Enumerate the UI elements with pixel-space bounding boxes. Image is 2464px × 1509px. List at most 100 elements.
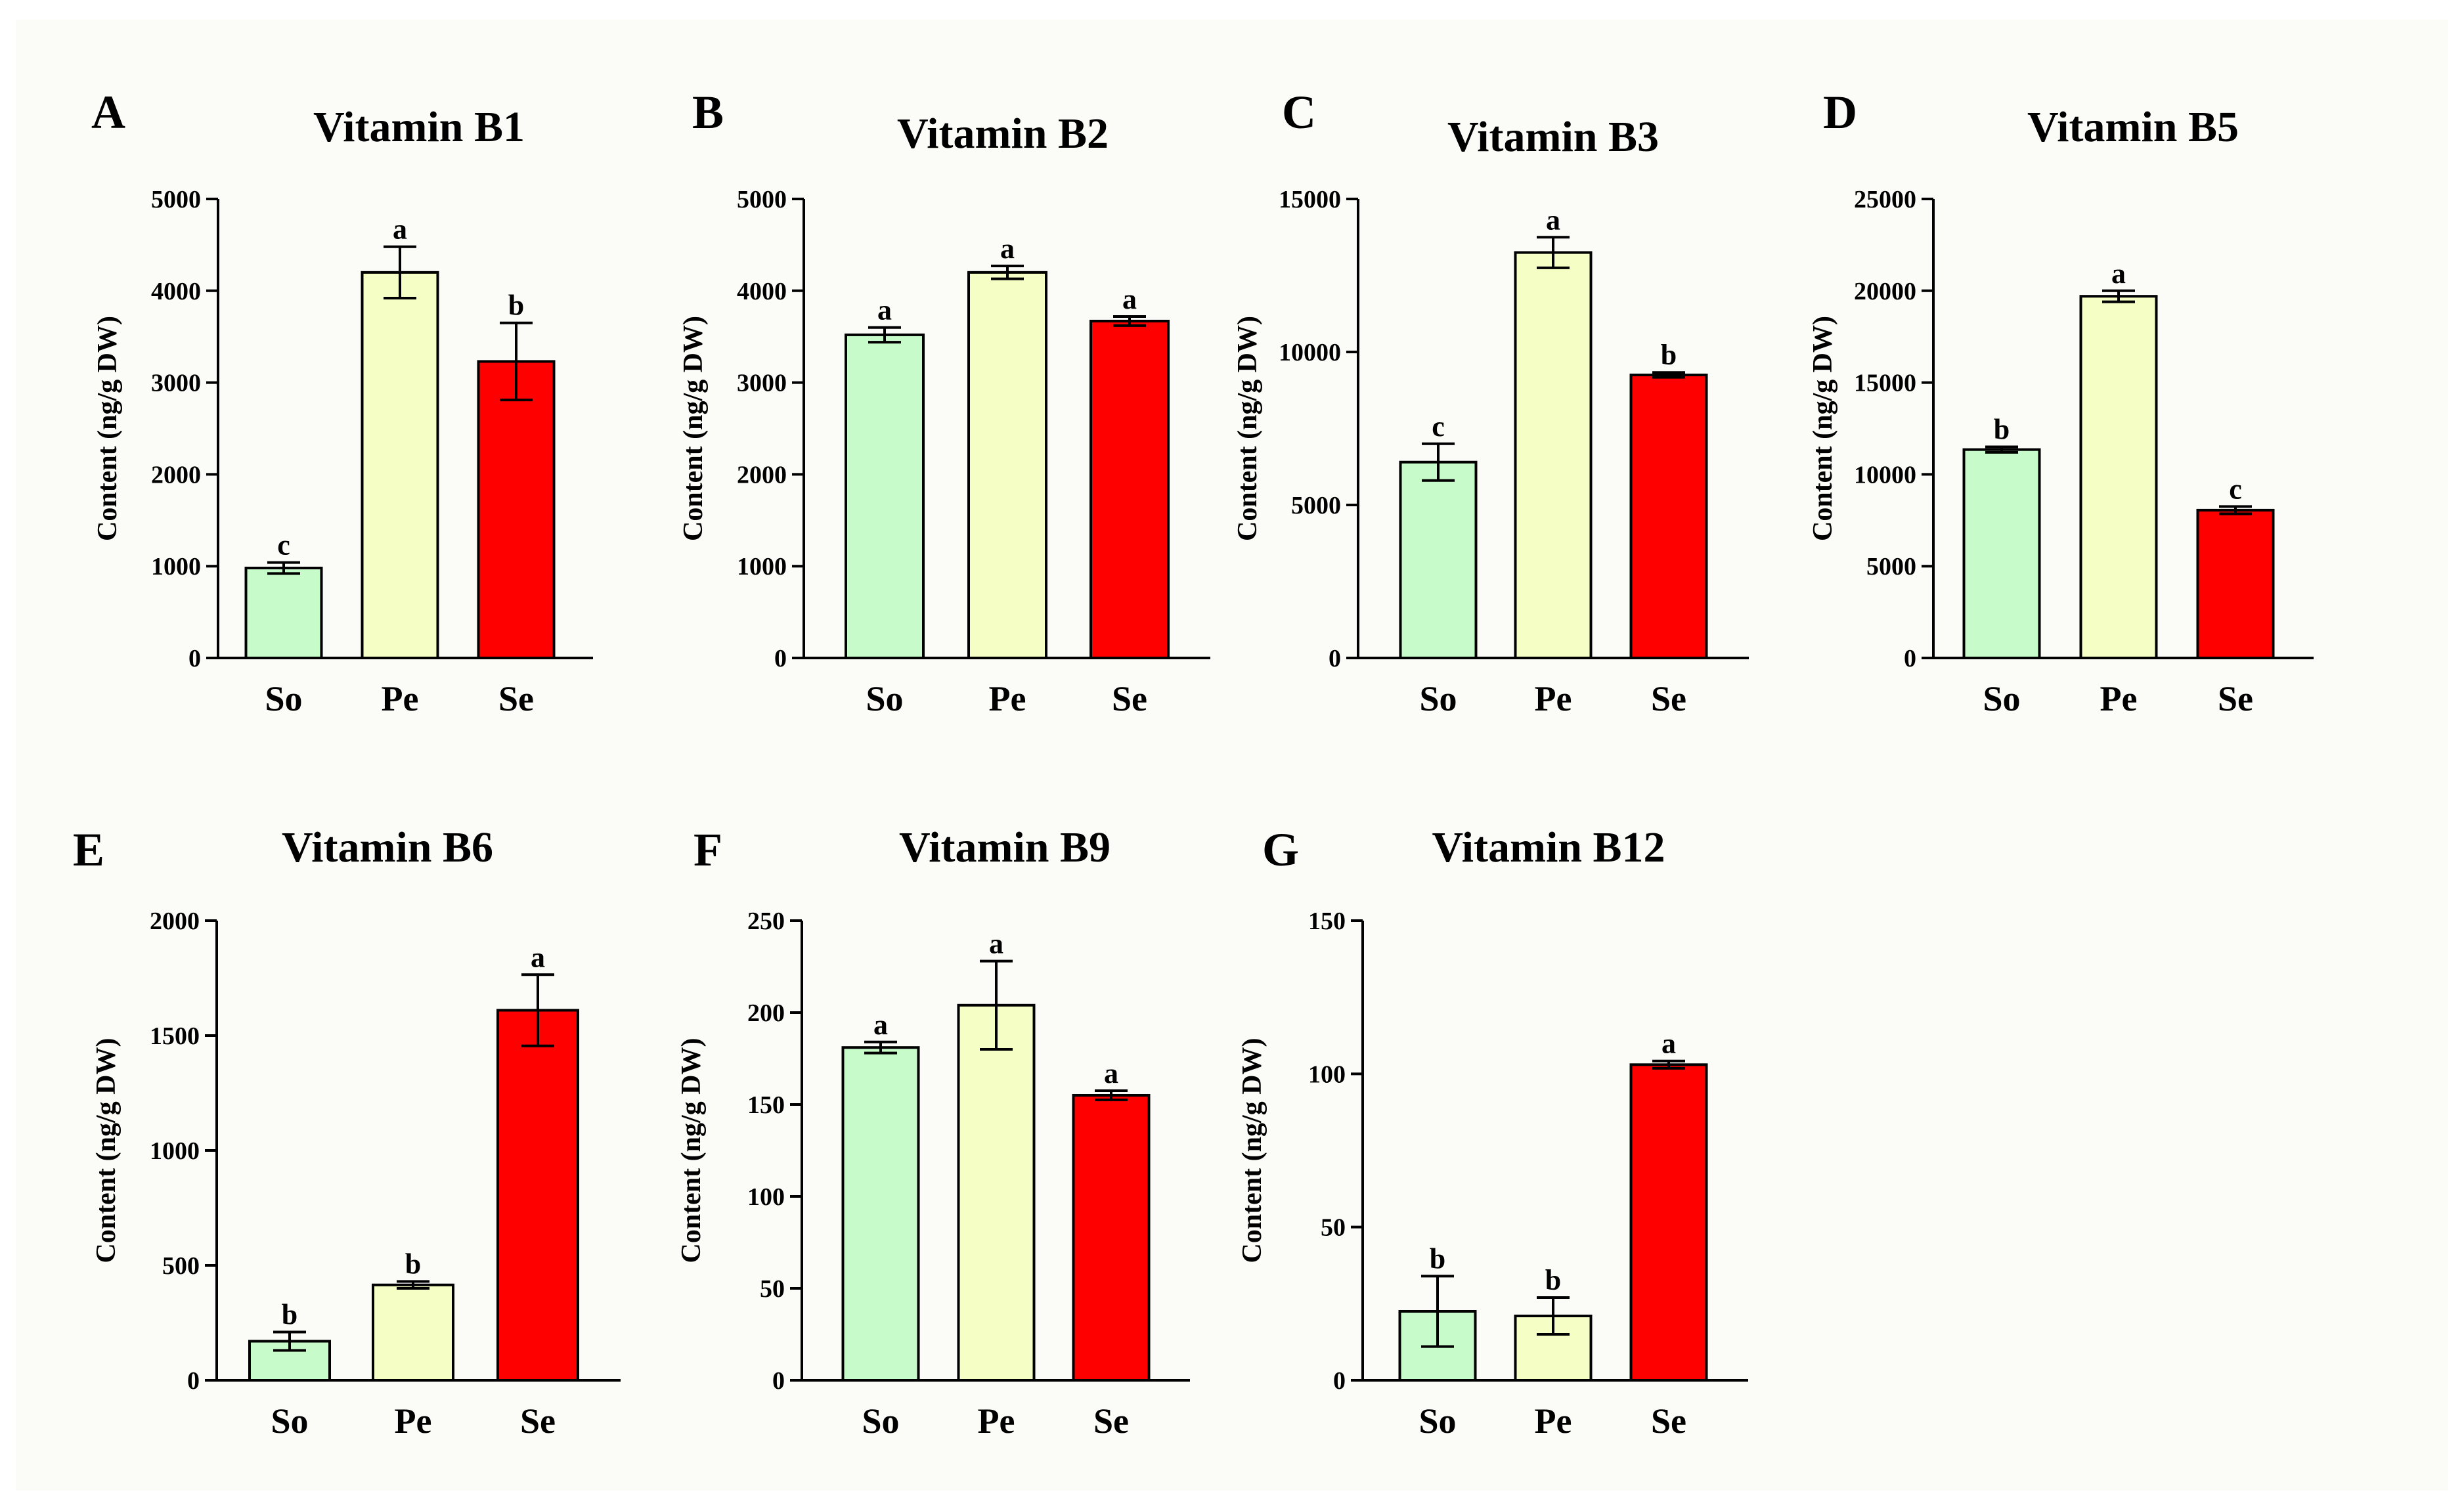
error-bar-g-so xyxy=(1421,1275,1454,1348)
y-tick-label-c: 10000 xyxy=(1279,339,1341,366)
error-bar-f-se xyxy=(1095,1089,1128,1101)
x-tick-label-g-se: Se xyxy=(1651,1401,1686,1441)
y-tick-label-a: 0 xyxy=(188,645,201,672)
y-tick-label-d: 15000 xyxy=(1854,370,1916,397)
error-bar-a-pe xyxy=(384,245,416,299)
y-tick-label-f: 200 xyxy=(747,999,785,1027)
y-tick-label-b: 1000 xyxy=(737,553,787,580)
chart-panel-d: D Vitamin B5 Content (ng/g DW) b So a Pe c Se 0 50… xyxy=(1808,86,2314,718)
significance-label-e-so: b xyxy=(282,1299,297,1331)
error-bar-d-se xyxy=(2219,505,2252,515)
error-bar-f-pe xyxy=(980,959,1013,1051)
significance-label-g-pe: b xyxy=(1545,1264,1561,1296)
y-tick-label-a: 1000 xyxy=(151,553,201,580)
x-tick-label-b-se: Se xyxy=(1112,679,1147,718)
bar-b-so xyxy=(845,333,925,659)
x-tick-label-c-se: Se xyxy=(1651,679,1686,718)
chart-title-a: Vitamin B1 xyxy=(313,103,525,151)
chart-panel-c: C Vitamin B3 Content (ng/g DW) c So a Pe b Se 0 50… xyxy=(1233,86,1749,718)
error-bar-c-so xyxy=(1422,442,1455,482)
chart-panel-f: F Vitamin B9 Content (ng/g DW) a So a Pe a Se 0 50… xyxy=(676,823,1190,1441)
x-tick-label-f-se: Se xyxy=(1093,1401,1129,1441)
chart-panel-g: G Vitamin B12 Content (ng/g DW) b So b Pe a Se 0 5… xyxy=(1237,823,1748,1441)
significance-label-c-pe: a xyxy=(1546,204,1560,236)
y-tick-label-f: 150 xyxy=(747,1091,785,1119)
y-axis-label-e: Content (ng/g DW) xyxy=(91,1038,121,1263)
chart-panel-e: E Vitamin B6 Content (ng/g DW) b So b Pe a Se 0 50… xyxy=(73,823,621,1441)
significance-label-c-so: c xyxy=(1432,410,1445,443)
y-tick-label-d: 20000 xyxy=(1854,278,1916,305)
figure-background xyxy=(16,20,2448,1491)
significance-label-b-so: a xyxy=(877,294,892,326)
bar-a-pe xyxy=(361,271,439,659)
bar-c-se xyxy=(1629,373,1708,659)
y-axis-label-f: Content (ng/g DW) xyxy=(676,1038,707,1263)
x-tick-label-f-pe: Pe xyxy=(978,1401,1015,1441)
panel-letter-f: F xyxy=(693,823,722,876)
y-tick-label-e: 0 xyxy=(187,1367,200,1395)
bar-e-se xyxy=(496,1009,579,1382)
y-tick-label-c: 15000 xyxy=(1279,186,1341,213)
y-tick-label-a: 4000 xyxy=(151,278,201,305)
significance-label-d-pe: a xyxy=(2111,257,2126,290)
x-tick-label-a-pe: Pe xyxy=(382,679,419,718)
error-bar-e-pe xyxy=(397,1280,429,1290)
bar-a-se xyxy=(477,360,556,659)
y-tick-label-d: 25000 xyxy=(1854,186,1916,213)
x-tick-label-a-so: So xyxy=(265,679,302,718)
significance-label-b-se: a xyxy=(1122,283,1137,315)
error-bar-g-se xyxy=(1652,1059,1685,1070)
panel-letter-a: A xyxy=(91,86,125,139)
bar-d-so xyxy=(1962,448,2041,659)
chart-title-e: Vitamin B6 xyxy=(282,823,493,871)
x-tick-label-b-pe: Pe xyxy=(989,679,1026,718)
chart-title-c: Vitamin B3 xyxy=(1447,113,1659,161)
panel-letter-c: C xyxy=(1282,86,1316,139)
error-bar-f-so xyxy=(864,1040,897,1055)
error-bar-g-pe xyxy=(1537,1296,1570,1336)
significance-label-f-pe: a xyxy=(989,928,1003,960)
y-tick-label-g: 50 xyxy=(1321,1214,1346,1242)
bar-e-pe xyxy=(372,1283,454,1382)
error-bar-b-pe xyxy=(991,265,1024,280)
chart-panel-b: B Vitamin B2 Content (ng/g DW) a So a Pe a Se 0 10… xyxy=(678,86,1210,718)
y-axis-label-c: Content (ng/g DW) xyxy=(1233,316,1263,541)
y-tick-label-f: 0 xyxy=(772,1367,785,1395)
error-bar-c-se xyxy=(1652,371,1685,379)
y-tick-label-b: 0 xyxy=(774,645,787,672)
y-tick-label-a: 2000 xyxy=(151,461,201,489)
x-tick-label-d-se: Se xyxy=(2218,679,2253,718)
x-tick-label-e-pe: Pe xyxy=(395,1401,432,1441)
significance-label-c-se: b xyxy=(1661,339,1677,371)
y-tick-label-g: 0 xyxy=(1333,1367,1346,1395)
y-tick-label-g: 100 xyxy=(1308,1061,1346,1088)
significance-label-a-pe: a xyxy=(393,213,407,246)
chart-panel-a: A Vitamin B1 Content (ng/g DW) c So a Pe b Se 0 10… xyxy=(91,86,593,718)
y-tick-label-f: 50 xyxy=(760,1275,785,1303)
bar-d-se xyxy=(2196,508,2275,659)
error-bar-e-se xyxy=(521,973,554,1047)
error-bar-a-se xyxy=(500,321,533,402)
x-tick-label-f-so: So xyxy=(862,1401,899,1441)
y-tick-label-c: 0 xyxy=(1329,645,1341,672)
y-tick-label-e: 2000 xyxy=(150,908,200,935)
x-tick-label-b-so: So xyxy=(866,679,903,718)
panel-letter-d: D xyxy=(1823,86,1857,139)
bar-b-pe xyxy=(967,271,1047,659)
y-tick-label-e: 500 xyxy=(162,1252,200,1280)
x-tick-label-c-pe: Pe xyxy=(1535,679,1572,718)
x-tick-label-c-so: So xyxy=(1419,679,1457,718)
y-tick-label-e: 1000 xyxy=(150,1137,200,1165)
panel-letter-b: B xyxy=(692,86,724,139)
x-tick-label-d-so: So xyxy=(1983,679,2020,718)
bar-g-se xyxy=(1629,1063,1708,1382)
y-axis-label-a: Content (ng/g DW) xyxy=(93,316,123,541)
significance-label-b-pe: a xyxy=(1000,232,1015,265)
x-tick-label-g-pe: Pe xyxy=(1535,1401,1572,1441)
y-tick-label-f: 250 xyxy=(747,908,785,935)
significance-label-d-so: b xyxy=(1994,413,2010,445)
y-tick-label-d: 10000 xyxy=(1854,461,1916,489)
error-bar-d-pe xyxy=(2102,289,2135,303)
significance-label-f-se: a xyxy=(1104,1057,1118,1089)
